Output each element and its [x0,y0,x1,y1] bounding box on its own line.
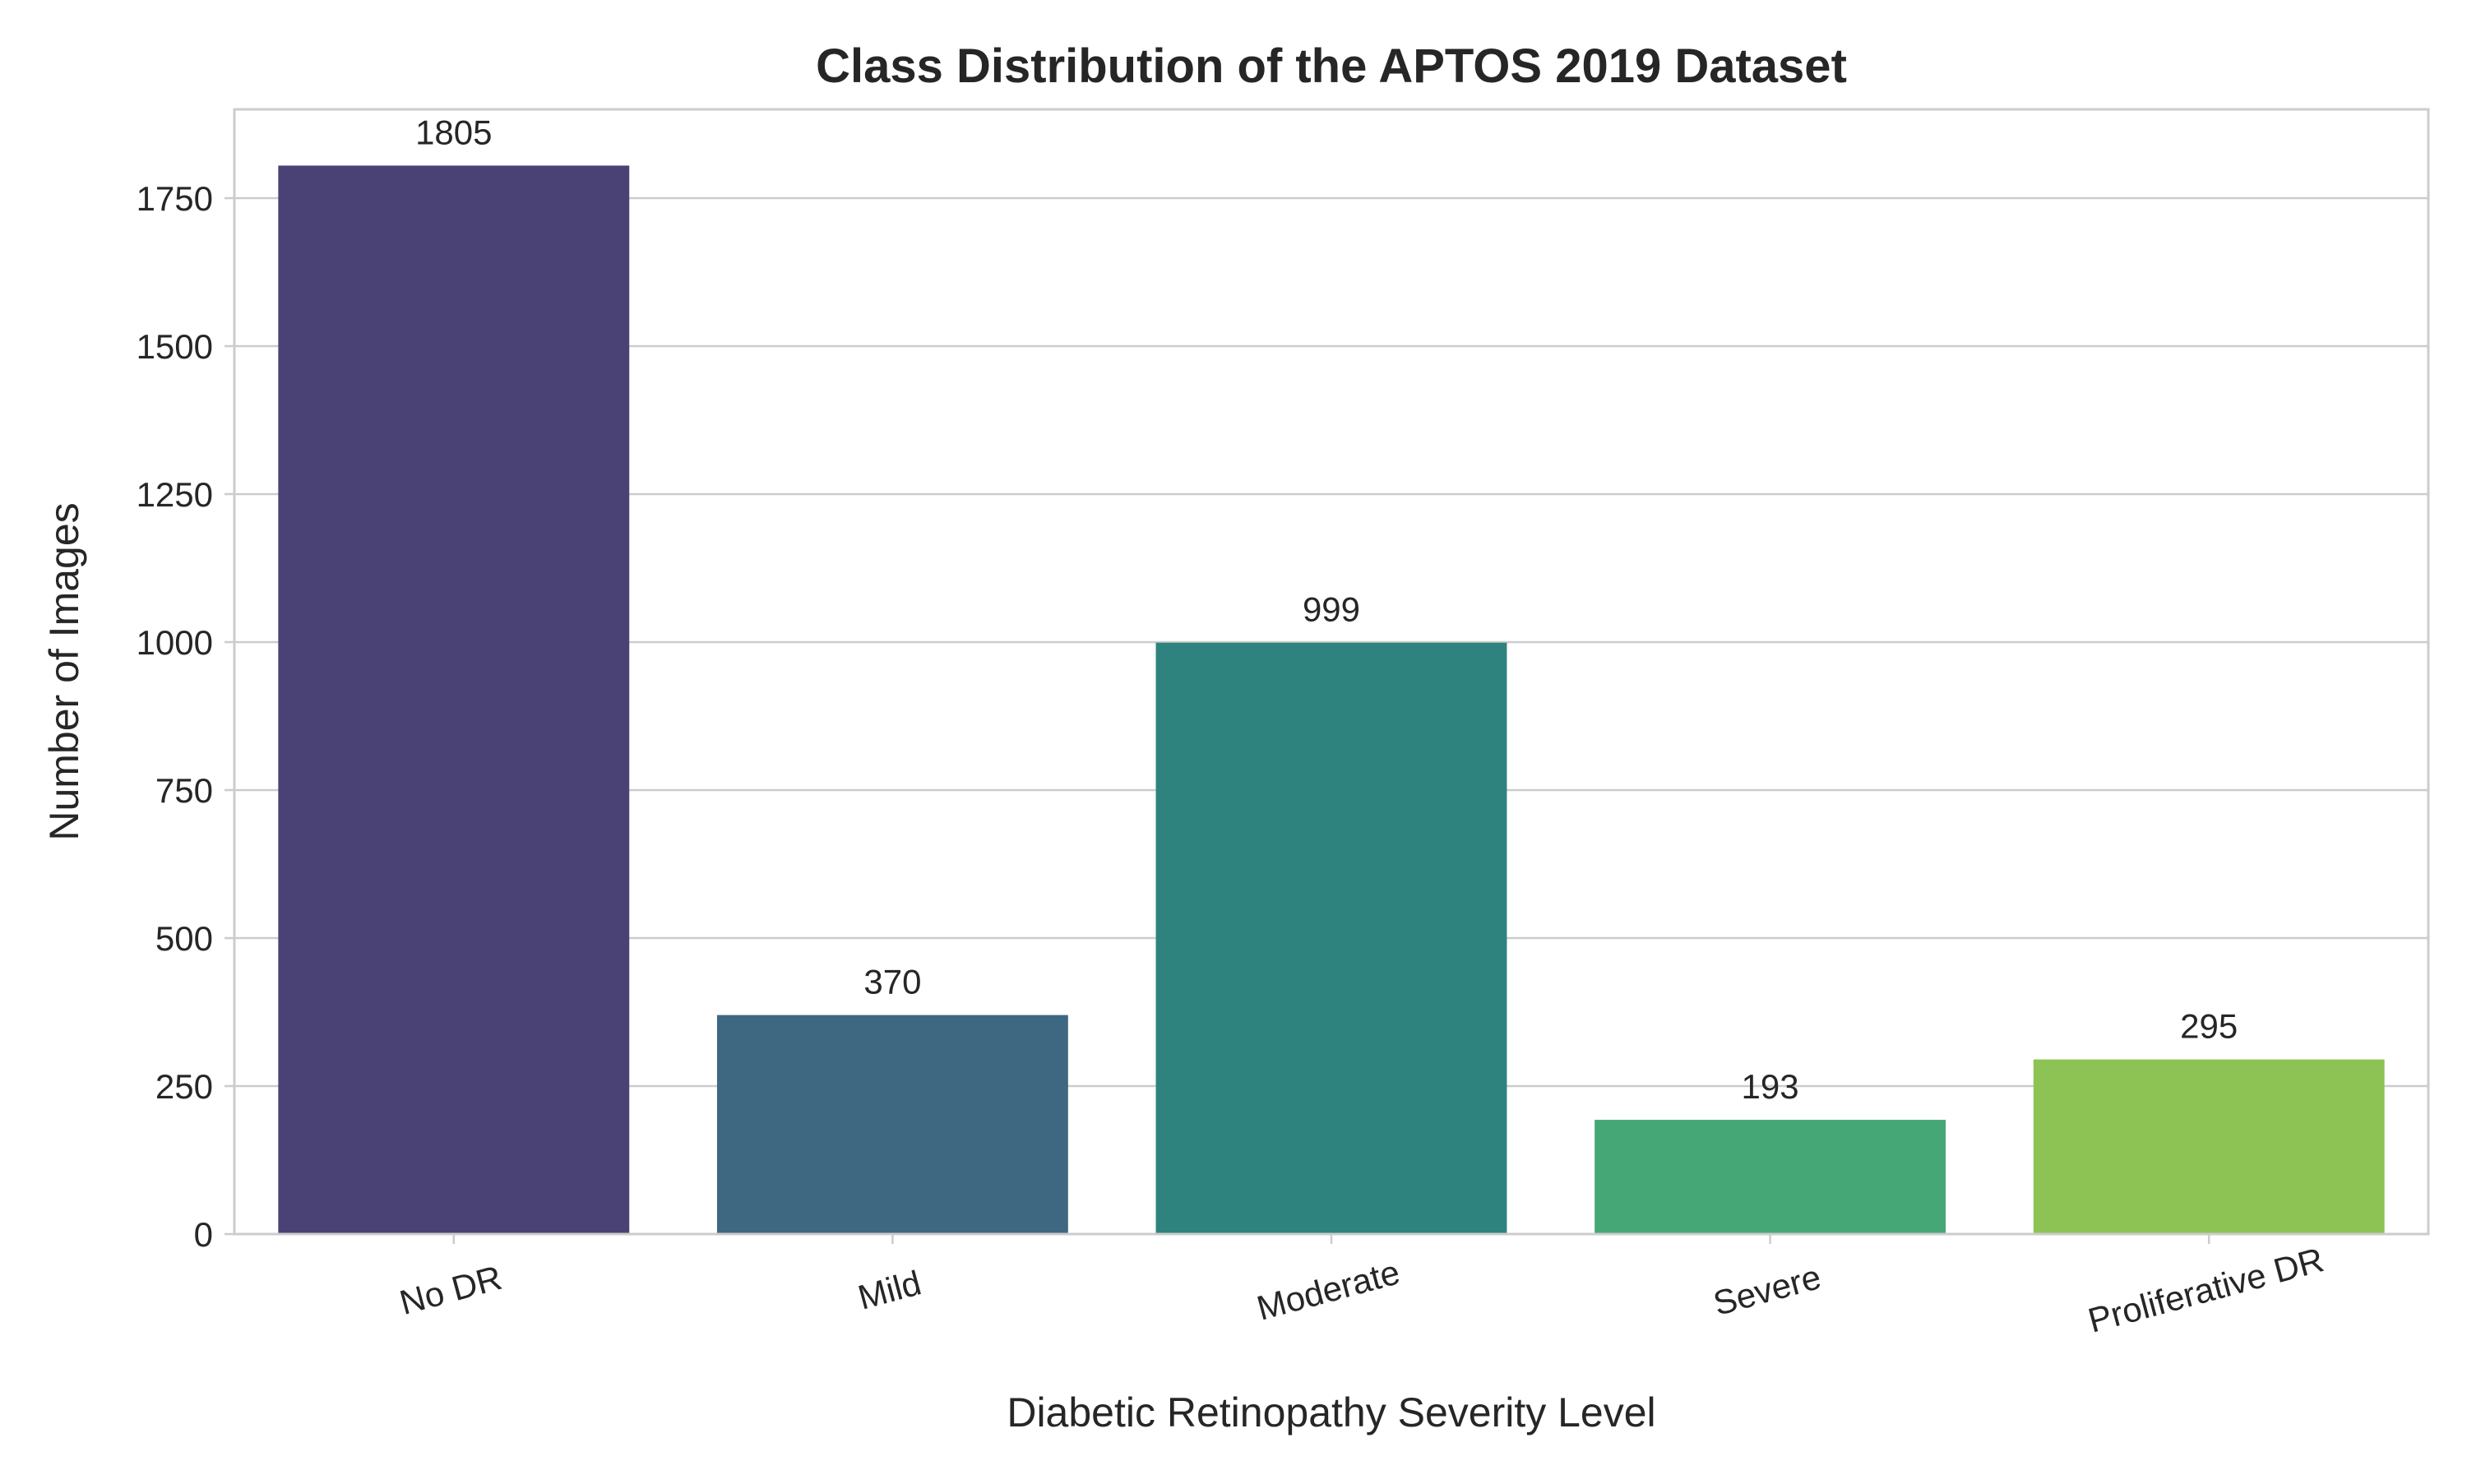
x-axis-label: Diabetic Retinopathy Severity Level [1007,1389,1655,1435]
y-tick-label: 1000 [137,623,213,662]
x-tick-label: No DR [396,1258,506,1322]
bar-severe [1595,1120,1946,1234]
y-tick-label: 0 [194,1215,213,1254]
data-label: 295 [2180,1007,2238,1046]
y-tick-label: 250 [155,1067,213,1106]
chart-title: Class Distribution of the APTOS 2019 Dat… [816,39,1847,93]
bar-layer [278,165,2385,1234]
data-label: 370 [863,963,921,1001]
bar-moderate [1155,642,1507,1234]
data-label: 193 [1742,1067,1799,1106]
x-tick-label: Moderate [1252,1252,1404,1327]
x-tick-label: Mild [854,1263,925,1316]
y-tick-label: 750 [155,771,213,810]
y-tick-label: 1750 [137,179,213,218]
data-label: 1805 [415,113,492,151]
bar-mild [716,1015,1068,1234]
y-axis-label: Number of Images [41,502,87,840]
bar-no-dr [278,165,630,1234]
data-label-layer: 1805 370 999 193 295 [415,113,2238,1106]
y-tick-label: 1500 [137,327,213,366]
y-tick-label: 500 [155,919,213,958]
bar-proliferative-dr [2033,1059,2385,1234]
y-tick-label: 1250 [137,475,213,514]
x-tick-label: Severe [1709,1257,1825,1323]
y-axis: 0 250 500 750 1000 1250 1500 1750 [137,179,234,1254]
x-tick-label: Proliferative DR [2084,1240,2327,1340]
x-axis: No DR Mild Moderate Severe Proliferative DR [396,1234,2328,1340]
data-label: 999 [1303,590,1360,629]
